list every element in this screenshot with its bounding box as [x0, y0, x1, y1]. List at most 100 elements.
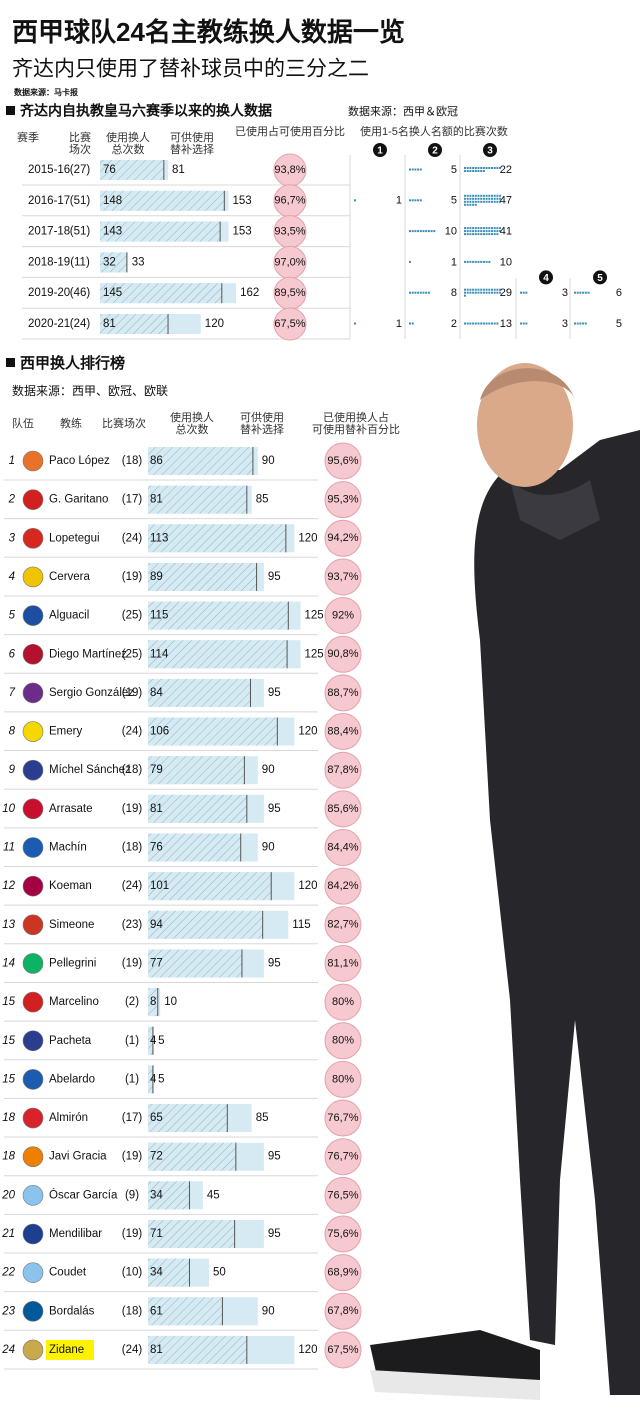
- rank: 1: [9, 455, 15, 467]
- coach: Óscar García: [49, 1188, 118, 1201]
- coach: Cervera: [49, 571, 91, 583]
- rank: 6: [9, 648, 16, 660]
- slot-dots: [409, 168, 422, 171]
- season: 2018-19: [28, 256, 70, 268]
- dot: [464, 167, 466, 169]
- pct-circle: [324, 944, 362, 982]
- pct-circle: [324, 1176, 362, 1214]
- dot: [499, 200, 502, 203]
- slot-value: 29: [500, 287, 512, 299]
- rank: 13: [2, 919, 15, 931]
- dot: [477, 288, 480, 291]
- dot: [574, 291, 576, 294]
- dot: [488, 200, 491, 203]
- dot: [499, 230, 502, 233]
- dot: [485, 194, 488, 197]
- dot: [469, 194, 472, 197]
- pct-circle: [324, 1138, 362, 1176]
- dot: [485, 322, 488, 325]
- pct-label: 94,2%: [327, 532, 358, 544]
- dot: [414, 199, 417, 202]
- used-label: 79: [150, 764, 163, 776]
- dot: [469, 200, 472, 203]
- dot: [485, 288, 488, 291]
- rank: 15: [2, 996, 15, 1008]
- used-label: 145: [103, 287, 122, 299]
- coach: Bordalás: [49, 1305, 95, 1317]
- dot: [496, 200, 499, 203]
- highlight: [46, 1339, 94, 1360]
- dot: [493, 288, 496, 291]
- slot-value: 10: [445, 226, 457, 238]
- used-label: 113: [150, 532, 168, 544]
- dot: [472, 197, 475, 200]
- dot: [480, 227, 483, 230]
- dot: [469, 203, 472, 206]
- dot: [417, 291, 420, 294]
- dot: [411, 291, 414, 294]
- used-bar: [148, 717, 278, 746]
- games: (19): [122, 1151, 143, 1163]
- dot: [482, 200, 485, 203]
- rank: 3: [9, 532, 16, 544]
- used-bar: [148, 1065, 153, 1094]
- used-label: 4: [150, 1073, 157, 1085]
- used-label: 77: [150, 957, 163, 969]
- dot: [522, 322, 525, 325]
- title: 西甲球队24名主教练换人数据一览: [12, 17, 405, 47]
- dot: [411, 199, 414, 202]
- pct-label: 89,5%: [274, 287, 305, 299]
- dot: [474, 227, 477, 230]
- dot: [482, 170, 485, 172]
- dot: [485, 227, 488, 230]
- available-label: 10: [164, 996, 177, 1008]
- used-bar: [148, 1297, 223, 1326]
- coach: Almirón: [49, 1112, 88, 1124]
- section-marker: [6, 106, 15, 115]
- dot: [417, 168, 420, 171]
- pct-label: 80%: [332, 1073, 354, 1085]
- dot: [469, 167, 472, 169]
- dot: [464, 233, 466, 236]
- used-label: 89: [150, 571, 163, 583]
- coach: Simeone: [49, 919, 94, 931]
- available-label: 153: [233, 226, 252, 238]
- coach: Pacheta: [49, 1035, 92, 1047]
- slot-label: 1: [377, 146, 383, 157]
- games: (19): [122, 687, 143, 699]
- dot: [422, 230, 425, 233]
- dot: [480, 230, 483, 233]
- dot: [485, 291, 488, 294]
- season: 2015-16: [28, 164, 70, 176]
- pct-label: 76,7%: [327, 1112, 358, 1124]
- dot: [466, 227, 469, 230]
- dot: [491, 322, 493, 325]
- column-header: 总次数: [176, 422, 209, 436]
- section-marker: [6, 358, 15, 367]
- dot: [493, 322, 496, 325]
- dot: [482, 322, 485, 325]
- dot: [477, 227, 480, 230]
- column-header: 比赛场次: [102, 416, 146, 430]
- dot: [464, 170, 466, 172]
- dot: [576, 322, 579, 325]
- games: (46): [70, 287, 91, 299]
- dot: [480, 233, 483, 236]
- used-label: 84: [150, 687, 163, 699]
- pct-label: 67,5%: [327, 1344, 358, 1356]
- dot: [474, 200, 477, 203]
- available-label: 90: [262, 1305, 275, 1317]
- pct-label: 95,6%: [327, 455, 358, 467]
- dot: [525, 291, 528, 294]
- pct-circle: [324, 713, 362, 751]
- dot: [409, 168, 411, 171]
- dot: [522, 291, 525, 294]
- slot-value: 1: [396, 195, 402, 207]
- rank: 5: [9, 610, 16, 622]
- dot: [474, 291, 477, 294]
- dot: [469, 233, 472, 236]
- dot: [488, 260, 491, 263]
- pct-circle: [324, 519, 362, 557]
- club-badge: [22, 721, 44, 742]
